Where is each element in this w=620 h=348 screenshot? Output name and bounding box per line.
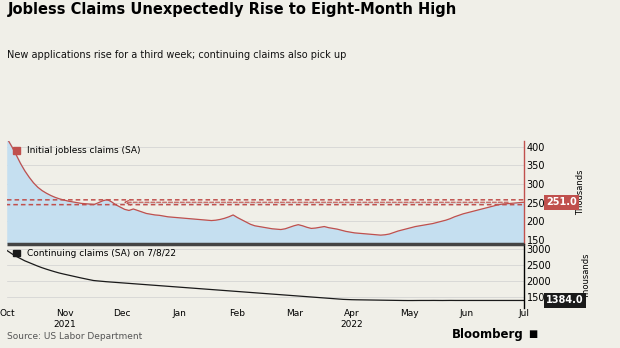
- Text: Bloomberg: Bloomberg: [452, 328, 524, 341]
- Text: Source: US Labor Department: Source: US Labor Department: [7, 332, 143, 341]
- Y-axis label: Thousands: Thousands: [582, 253, 591, 299]
- Text: New applications rise for a third week; continuing claims also pick up: New applications rise for a third week; …: [7, 50, 347, 61]
- Y-axis label: Thousands: Thousands: [576, 169, 585, 215]
- Legend: Continuing claims (SA) on 7/8/22: Continuing claims (SA) on 7/8/22: [9, 246, 180, 262]
- Text: ■: ■: [528, 329, 538, 339]
- Legend: Initial jobless claims (SA): Initial jobless claims (SA): [9, 143, 144, 159]
- Text: Jobless Claims Unexpectedly Rise to Eight-Month High: Jobless Claims Unexpectedly Rise to Eigh…: [7, 2, 457, 17]
- Text: 251.0: 251.0: [546, 197, 577, 207]
- Text: 1384.0: 1384.0: [546, 295, 584, 306]
